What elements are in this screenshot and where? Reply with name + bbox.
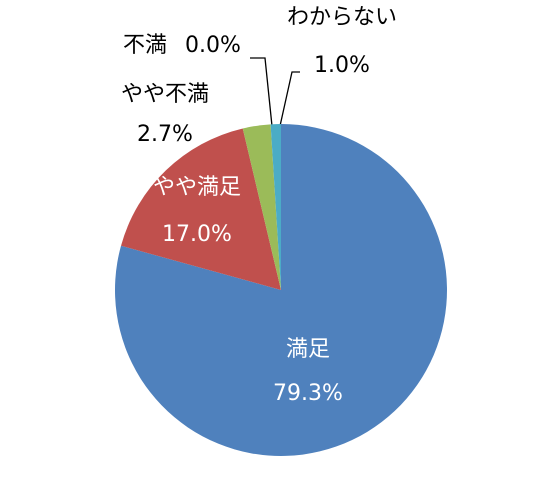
slice-label: 不満 <box>123 33 167 58</box>
pie-slice <box>121 128 281 290</box>
slice-label: やや満足 <box>153 175 241 200</box>
value-label: 1.0% <box>314 53 370 78</box>
pie-slice <box>270 124 281 290</box>
value-label: 17.0% <box>162 222 232 247</box>
slice-label: やや不満 <box>121 82 209 107</box>
value-label: 2.7% <box>137 122 193 147</box>
slice-label: わからない <box>287 5 397 30</box>
pie-slice <box>242 124 281 290</box>
slice-label: 満足 <box>286 337 330 362</box>
leader-line <box>279 71 300 127</box>
value-label: 79.3% <box>273 381 343 406</box>
value-label: 0.0% <box>185 33 241 58</box>
leader-line <box>250 57 273 127</box>
